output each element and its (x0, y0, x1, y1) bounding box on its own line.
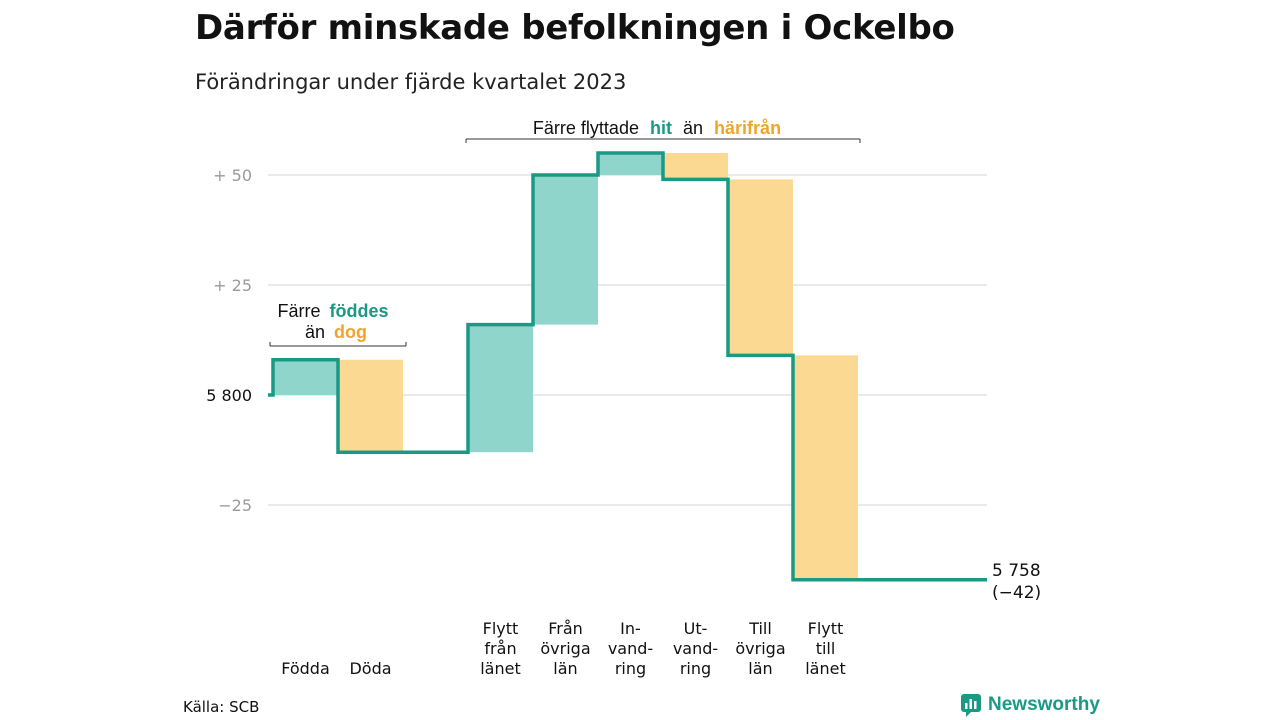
category-label: Flytt (483, 619, 519, 638)
end-value-label: 5 758 (992, 561, 1041, 581)
y-tick-label: + 50 (213, 166, 252, 185)
births-annotation: Färre föddes än dog (269, 301, 407, 347)
chart-subtitle: Förändringar under fjärde kvartalet 2023 (195, 70, 627, 94)
inflow-bar (598, 153, 663, 175)
migration-annotation: Färre flyttade hit än härifrån (465, 118, 861, 143)
category-label: övriga (735, 639, 785, 658)
births-ann-text: Färre (277, 301, 320, 321)
chart-title: Därför minskade befolkningen i Ockelbo (195, 8, 955, 48)
category-label: In- (620, 619, 641, 638)
category-label: övriga (540, 639, 590, 658)
category-label: Döda (349, 659, 391, 678)
y-tick-label: −25 (218, 496, 252, 515)
category-label: Flytt (808, 619, 844, 638)
y-axis-ticks: + 50 + 25 5 800 −25 (206, 166, 252, 515)
migration-ann-highlight-in: hit (650, 118, 672, 138)
grid-lines (268, 174, 987, 506)
end-change-label: (−42) (992, 583, 1041, 603)
cumulative-step-line (268, 151, 987, 582)
deaths-ann-text: än (305, 322, 325, 342)
svg-text:Färre flyttade hit: Färre flyttade hit än härifrån (533, 118, 781, 138)
category-label: län (748, 659, 772, 678)
outflow-bar (338, 359, 403, 453)
category-label: från (484, 639, 516, 658)
category-labels: Födda DödaFlyttfrånlänetFrånövrigalänIn-v… (281, 619, 846, 678)
category-label: till (816, 639, 836, 658)
outflow-bar (663, 153, 728, 180)
migration-ann-text: Färre flyttade (533, 118, 639, 138)
brand-logo: Newsworthy (960, 693, 1100, 717)
svg-text:Färre föddes: Färre föddes (277, 301, 388, 321)
migration-ann-text2: än (683, 118, 703, 138)
category-label: län (553, 659, 577, 678)
newsworthy-logo-icon (961, 694, 981, 717)
category-label: länet (805, 659, 846, 678)
category-label: Ut- (684, 619, 708, 638)
category-label: vand- (673, 639, 718, 658)
category-label: ring (680, 659, 711, 678)
births-ann-highlight: föddes (330, 301, 389, 321)
y-tick-label: + 25 (213, 276, 252, 295)
source-note: Källa: SCB (183, 698, 260, 716)
inflow-bar (533, 175, 598, 325)
inflow-bar (273, 359, 338, 395)
migration-ann-highlight-out: härifrån (714, 118, 781, 138)
bars (273, 153, 858, 580)
outflow-bar (728, 179, 793, 356)
category-label: Från (548, 619, 583, 638)
deaths-ann-highlight: dog (334, 322, 367, 342)
category-label: Till (748, 619, 772, 638)
svg-text:än dog: än dog (305, 322, 367, 342)
category-label: länet (480, 659, 521, 678)
brand-name: Newsworthy (988, 694, 1100, 715)
category-label: ring (615, 659, 646, 678)
inflow-bar (468, 324, 533, 453)
category-label: Födda (281, 659, 330, 678)
category-label: vand- (608, 639, 653, 658)
outflow-bar (793, 355, 858, 580)
y-tick-label: 5 800 (206, 386, 252, 405)
